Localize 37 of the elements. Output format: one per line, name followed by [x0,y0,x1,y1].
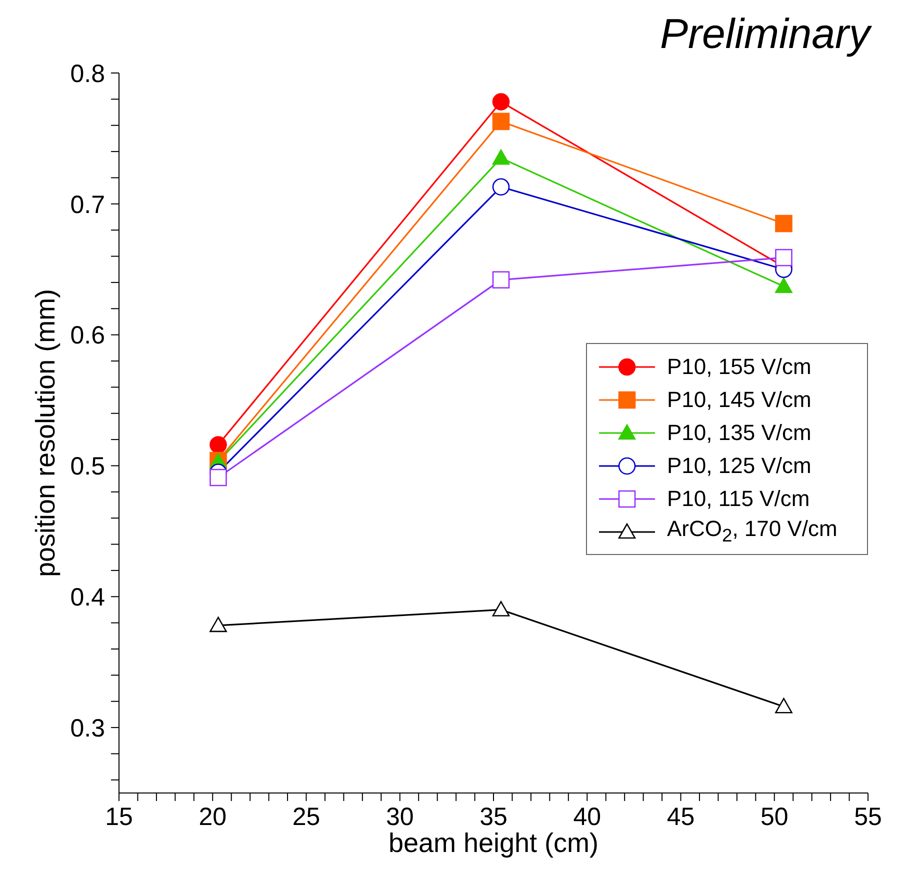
point [210,436,227,454]
point [492,178,510,196]
point [775,214,792,232]
legend-label: P10, 135 V/cm [667,420,812,446]
legend-label: ArCO$_{2}$, 170 V/cm [667,516,838,547]
point [492,112,510,130]
chart-title: Preliminary [660,10,870,58]
legend-label: P10, 115 V/cm [667,486,810,512]
y-tick-label: 0.6 [70,322,105,350]
point [492,149,510,165]
y-tick-label: 0.4 [70,584,106,612]
x-tick-label: 55 [854,802,882,831]
x-tick-label: 30 [386,802,414,831]
point [775,248,792,266]
x-tick-label: 35 [480,802,508,831]
point [775,278,792,294]
x-tick-label: 15 [105,802,133,831]
x-tick-label: 25 [292,802,320,831]
y-tick-label: 0.7 [70,190,105,219]
legend-label: P10, 155 V/cm [667,354,812,380]
y-tick-label: 0.3 [70,714,105,742]
y-tick-label: 0.8 [70,60,105,88]
point [492,271,510,288]
point [492,93,510,110]
x-tick-label: 45 [666,802,695,831]
legend-label: P10, 145 V/cm [667,386,812,412]
y-tick-label: 0.5 [70,452,105,481]
point [775,698,792,714]
y-axis-title: position resolution (mm) [30,288,62,578]
x-tick-label: 20 [198,802,227,831]
point [492,601,510,616]
point [210,616,227,632]
x-tick-label: 50 [760,802,788,831]
legend-label: P10, 125 V/cm [667,452,812,478]
point [210,468,227,486]
x-axis-title: beam height (cm) [388,828,599,858]
x-tick-label: 40 [573,802,602,831]
